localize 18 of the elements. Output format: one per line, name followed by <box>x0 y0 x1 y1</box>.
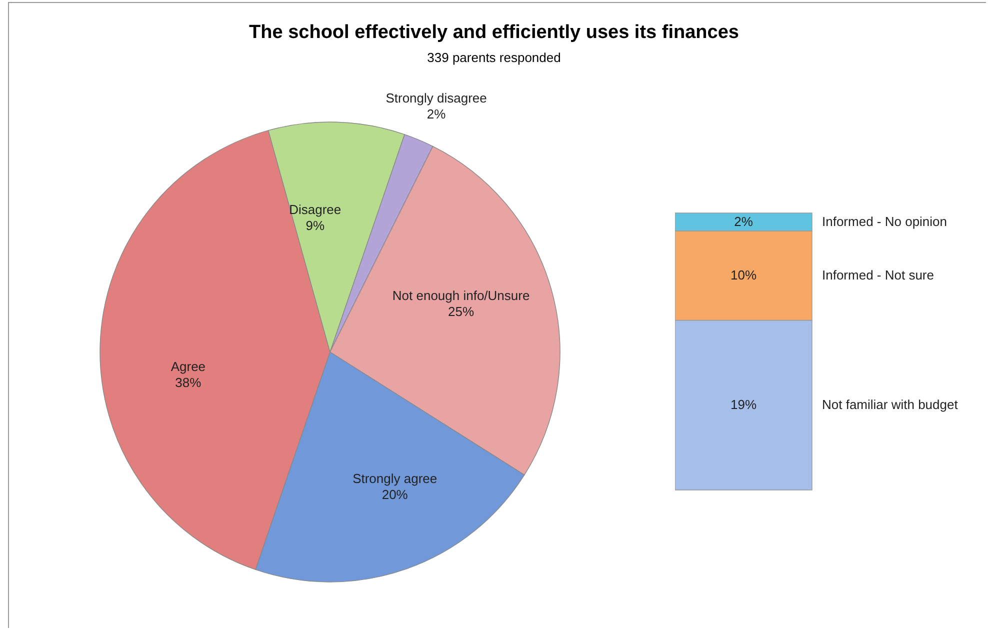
data-label: 10% <box>730 268 757 283</box>
data-label: 25% <box>448 304 474 319</box>
data-label: 2% <box>734 214 754 229</box>
slice-label: Not enough info/Unsure <box>392 288 530 303</box>
series-label: Informed - Not sure <box>822 268 934 283</box>
slice-label: Disagree <box>289 202 342 218</box>
data-label: 38% <box>175 374 202 390</box>
series-label: Informed - No opinion <box>822 214 948 229</box>
slice-label: Strongly agree <box>352 471 438 486</box>
data-label: 20% <box>382 487 408 502</box>
chart-subtitle: 339 parents responded <box>426 50 562 65</box>
data-label: 2% <box>426 106 446 122</box>
data-label: 9% <box>306 218 325 234</box>
chart-title: The school effectively and efficiently uses its finances <box>248 22 740 44</box>
slice-label: Agree <box>170 358 206 374</box>
slice-label: Strongly disagree <box>386 90 487 106</box>
series-label: Not familiar with budget <box>822 397 958 412</box>
data-label: 19% <box>730 397 757 412</box>
